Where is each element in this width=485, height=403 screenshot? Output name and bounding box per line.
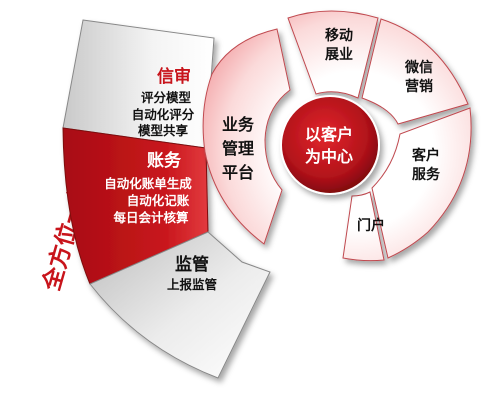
customer-ring xyxy=(202,10,472,262)
service-line-2: 服务 xyxy=(412,166,441,183)
platform-line-2: 管理 xyxy=(222,139,254,158)
platform-line-1: 业务 xyxy=(222,115,255,134)
platform-line-3: 平台 xyxy=(222,163,254,182)
mobile-line-1: 移动 xyxy=(325,27,353,44)
service-line-1: 客户 xyxy=(411,147,440,164)
wechat-line-2: 营销 xyxy=(405,78,433,95)
accounting-title: 账务 xyxy=(147,150,182,171)
center-circle xyxy=(280,95,380,195)
center-line-2: 为中心 xyxy=(305,147,353,166)
accounting-line-3: 每日会计核算 xyxy=(113,210,189,225)
supervision-line-1: 上报监管 xyxy=(167,277,217,292)
supervision-segment xyxy=(89,231,271,379)
ring-wechat xyxy=(361,18,469,125)
wechat-line-1: 微信 xyxy=(404,59,433,76)
portal-label: 门户 xyxy=(357,217,385,234)
ring-platform xyxy=(202,28,291,245)
accounting-line-1: 自动化账单生成 xyxy=(104,176,192,191)
ring-portal xyxy=(342,191,385,262)
supervision-title: 监管 xyxy=(175,254,209,275)
accounting-line-2: 自动化记账 xyxy=(127,193,190,208)
credit-line-2: 自动化评分 xyxy=(132,107,195,122)
credit-title: 信审 xyxy=(157,66,191,87)
ring-service xyxy=(371,107,472,259)
credit-line-1: 评分模型 xyxy=(141,90,192,105)
center-line-1: 以客户 xyxy=(305,125,353,144)
ring-mobile xyxy=(287,10,379,99)
credit-line-3: 模型共享 xyxy=(138,123,189,138)
mobile-line-2: 展业 xyxy=(325,47,353,63)
